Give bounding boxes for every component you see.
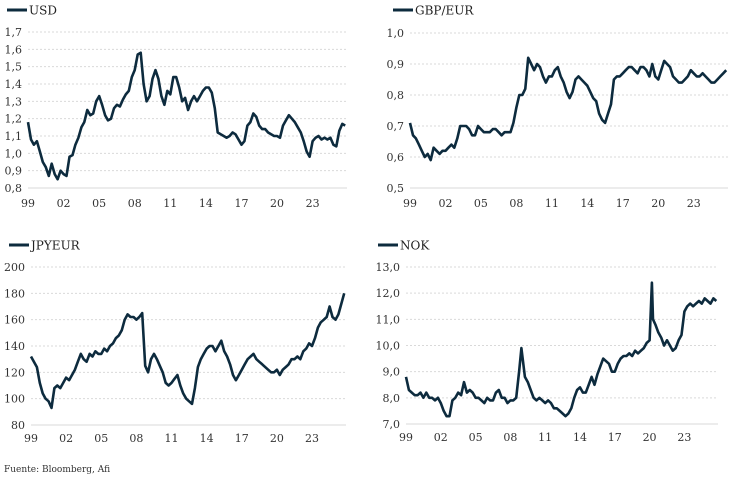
series-line-usd — [26, 51, 346, 181]
x-tick-label: 08 — [128, 197, 142, 210]
x-tick-label: 14 — [199, 197, 213, 210]
x-tick-label: 02 — [434, 431, 448, 444]
x-tick-label: 23 — [677, 431, 691, 444]
x-tick-label: 11 — [545, 197, 559, 210]
x-tick-label: 23 — [305, 432, 319, 445]
y-tick-label: 0,5 — [387, 182, 405, 195]
chart-usd: 0,8 0,9 1,0 1,1 1,2 1,3 1,4 1,5 1,6 1,7 99 02 05 08 11… — [0, 0, 368, 222]
x-tick-label: 23 — [306, 197, 320, 210]
y-tick-label: 9,0 — [383, 366, 401, 379]
y-tick-label: 0,8 — [5, 182, 23, 195]
x-tick-label: 99 — [403, 197, 417, 210]
legend-label: USD — [29, 4, 57, 18]
y-tick-label: 1,4 — [5, 78, 23, 91]
chart-svg: 0,5 0,6 0,7 0,8 0,9 1,0 99 02 05 08 11 14 17 20 23 GBP/… — [387, 4, 728, 210]
x-tick-label: 05 — [469, 431, 483, 444]
y-tick-label: 200 — [4, 261, 25, 274]
x-tick-label: 08 — [129, 432, 143, 445]
legend: JPYEUR — [9, 239, 81, 253]
x-tick-label: 14 — [573, 431, 587, 444]
y-tick-label: 1,6 — [5, 43, 23, 56]
y-tick-label: 0,6 — [387, 151, 405, 164]
y-tick-label: 8,0 — [383, 392, 401, 405]
x-tick-label: 23 — [687, 197, 701, 210]
x-tick-label: 11 — [538, 431, 552, 444]
y-tick-label: 100 — [4, 393, 25, 406]
y-tick-label: 140 — [4, 340, 25, 353]
legend-label: NOK — [400, 239, 430, 253]
x-tick-label: 99 — [21, 197, 35, 210]
x-tick-label: 11 — [163, 197, 177, 210]
y-tick-label: 120 — [4, 366, 25, 379]
y-tick-label: 7,0 — [383, 418, 401, 431]
x-tick-label: 99 — [399, 431, 413, 444]
legend: GBP/EUR — [393, 4, 474, 18]
y-tick-label: 0,7 — [387, 120, 405, 133]
series-line-gbp-eur — [408, 56, 728, 162]
y-tick-label: 1,5 — [5, 61, 23, 74]
chart-svg: 80 100 120 140 160 180 200 99 02 05 08 11 14 17 20 23 JP… — [4, 239, 346, 445]
x-tick-label: 02 — [438, 197, 452, 210]
x-tick-label: 17 — [608, 431, 622, 444]
source-note: Fuente: Bloomberg, Afi — [4, 465, 111, 475]
x-tick-label: 08 — [503, 431, 517, 444]
legend-label: GBP/EUR — [415, 4, 474, 18]
x-tick-label: 17 — [234, 197, 248, 210]
legend: USD — [7, 4, 57, 18]
x-tick-label: 02 — [59, 432, 73, 445]
x-tick-label: 05 — [94, 432, 108, 445]
series-line-jpy-eur — [29, 292, 346, 410]
y-tick-label: 160 — [4, 314, 25, 327]
y-tick-label: 1,2 — [5, 113, 23, 126]
y-tick-label: 1,0 — [387, 27, 405, 40]
y-tick-label: 1,7 — [5, 26, 23, 39]
y-tick-label: 180 — [4, 287, 25, 300]
y-tick-label: 0,8 — [387, 89, 405, 102]
legend: NOK — [378, 239, 430, 253]
chart-svg: 0,8 0,9 1,0 1,1 1,2 1,3 1,4 1,5 1,6 1,7 99 02 05 08 11… — [5, 4, 347, 210]
x-tick-label: 99 — [24, 432, 38, 445]
y-tick-label: 1,1 — [5, 130, 23, 143]
x-tick-label: 05 — [92, 197, 106, 210]
x-tick-label: 08 — [509, 197, 523, 210]
x-tick-label: 20 — [651, 197, 665, 210]
x-tick-label: 14 — [200, 432, 214, 445]
legend-label: JPYEUR — [29, 239, 81, 253]
x-tick-label: 17 — [616, 197, 630, 210]
y-tick-label: 13,0 — [376, 261, 401, 274]
y-tick-label: 12,0 — [376, 287, 401, 300]
y-tick-label: 0,9 — [387, 58, 405, 71]
x-tick-label: 20 — [270, 197, 284, 210]
x-tick-label: 20 — [270, 432, 284, 445]
y-tick-label: 10,0 — [376, 340, 401, 353]
x-tick-label: 20 — [643, 431, 657, 444]
x-tick-label: 05 — [474, 197, 488, 210]
x-tick-label: 14 — [580, 197, 594, 210]
x-tick-label: 11 — [165, 432, 179, 445]
y-tick-label: 80 — [11, 419, 25, 432]
y-tick-label: 0,9 — [5, 165, 23, 178]
y-tick-label: 1,3 — [5, 95, 23, 108]
x-tick-label: 17 — [235, 432, 249, 445]
chart-nok: 7,0 8,0 9,0 10,0 11,0 12,0 13,0 99 02 05 08 11 14 17 2… — [368, 226, 735, 454]
chart-svg: 7,0 8,0 9,0 10,0 11,0 12,0 13,0 99 02 05 08 11 14 17 2… — [376, 239, 718, 444]
chart-jpy-eur: 80 100 120 140 160 180 200 99 02 05 08 11 14 17 20 23 JP… — [0, 226, 368, 454]
series-line-nok — [404, 281, 718, 418]
y-tick-label: 11,0 — [376, 313, 401, 326]
y-tick-label: 1,0 — [5, 147, 23, 160]
x-tick-label: 02 — [57, 197, 71, 210]
chart-gbp-eur: 0,5 0,6 0,7 0,8 0,9 1,0 99 02 05 08 11 14 17 20 23 GBP/… — [368, 0, 735, 222]
